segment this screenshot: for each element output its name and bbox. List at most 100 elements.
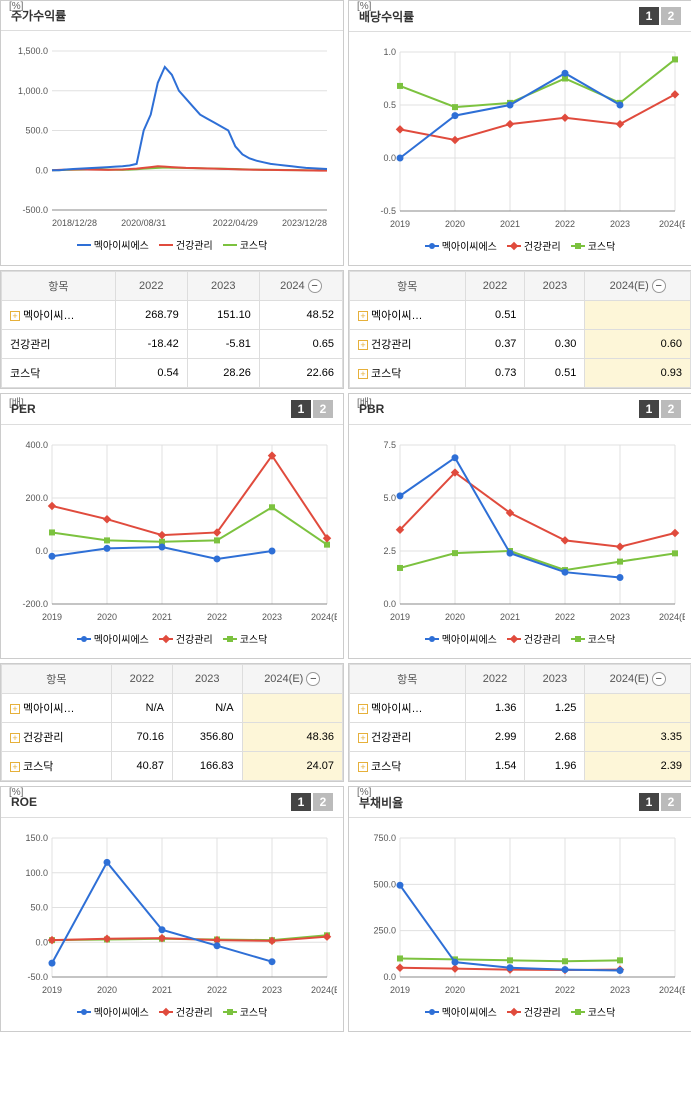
svg-text:2024(E): 2024(E) (311, 612, 337, 622)
cell: 0.51 (465, 301, 525, 330)
expand-icon[interactable]: + (358, 311, 368, 321)
expand-icon[interactable]: + (10, 733, 20, 743)
svg-text:2018/12/28: 2018/12/28 (52, 218, 97, 228)
expand-icon[interactable]: + (10, 311, 20, 321)
table-row: 코스닥0.5428.2622.66 (2, 359, 343, 388)
collapse-icon[interactable]: − (652, 279, 666, 293)
data-table: 항목202220232024−+멕아이씨…268.79151.1048.52건강… (1, 271, 343, 388)
tab-2[interactable]: 2 (661, 400, 681, 418)
svg-text:2022: 2022 (207, 985, 227, 995)
col-header: 항목 (2, 272, 116, 301)
table-row: +멕아이씨…0.51 (350, 301, 691, 330)
legend-item: 멕아이씨에스 (425, 631, 497, 646)
tab-2[interactable]: 2 (661, 7, 681, 25)
expand-icon[interactable]: + (358, 340, 368, 350)
legend-item: 건강관리 (507, 238, 561, 253)
legend-label: 코스닥 (240, 1004, 268, 1019)
legend-label: 코스닥 (588, 631, 616, 646)
svg-text:2019: 2019 (42, 612, 62, 622)
svg-text:0.0: 0.0 (35, 165, 48, 175)
legend-label: 건강관리 (176, 237, 213, 252)
legend-label: 멕아이씨에스 (442, 1004, 497, 1019)
cell: 1.36 (465, 694, 525, 723)
expand-icon[interactable]: + (10, 762, 20, 772)
svg-text:2021: 2021 (152, 985, 172, 995)
tab-1[interactable]: 1 (639, 7, 659, 25)
legend-mark (77, 638, 91, 640)
table-price-return: 항목202220232024−+멕아이씨…268.79151.1048.52건강… (0, 270, 344, 389)
cell: 0.73 (465, 359, 525, 388)
svg-text:150.0: 150.0 (25, 833, 48, 843)
svg-text:2023: 2023 (610, 219, 630, 229)
tab-1[interactable]: 1 (291, 793, 311, 811)
expand-icon[interactable]: + (358, 762, 368, 772)
collapse-icon[interactable]: − (308, 279, 322, 293)
svg-text:-500.0: -500.0 (22, 205, 48, 215)
tab-2[interactable]: 2 (661, 793, 681, 811)
legend: 멕아이씨에스건강관리코스닥 (7, 629, 337, 652)
legend-label: 코스닥 (240, 237, 268, 252)
svg-text:2023/12/28: 2023/12/28 (282, 218, 327, 228)
y-unit: [%] (357, 787, 371, 798)
panel-pbr: PBR 12 [배] 0.02.55.07.520192020202120222… (348, 393, 691, 659)
cell: 2.99 (465, 723, 525, 752)
legend-mark (425, 245, 439, 247)
svg-text:2024(E): 2024(E) (659, 219, 685, 229)
svg-text:2023: 2023 (262, 612, 282, 622)
data-table: 항목202220232024(E)−+멕아이씨…0.51+건강관리0.370.3… (349, 271, 691, 388)
svg-text:-50.0: -50.0 (27, 972, 48, 982)
legend-item: 코스닥 (571, 631, 616, 646)
expand-icon[interactable]: + (358, 369, 368, 379)
cell: 2.39 (585, 752, 691, 781)
col-header: 2022 (111, 665, 172, 694)
legend-label: 건강관리 (524, 238, 561, 253)
tab-2[interactable]: 2 (313, 793, 333, 811)
row-label: +코스닥 (350, 359, 466, 388)
legend-mark (571, 638, 585, 640)
collapse-icon[interactable]: − (306, 672, 320, 686)
svg-text:0.5: 0.5 (383, 100, 396, 110)
line-chart-per: -200.00.0200.0400.0201920202021202220232… (7, 431, 337, 626)
table-row: +건강관리70.16356.8048.36 (2, 723, 343, 752)
svg-text:-200.0: -200.0 (22, 599, 48, 609)
svg-text:2019: 2019 (390, 219, 410, 229)
svg-text:2.5: 2.5 (383, 546, 396, 556)
col-header: 2023 (525, 272, 585, 301)
tab-2[interactable]: 2 (313, 400, 333, 418)
tab-1[interactable]: 1 (639, 793, 659, 811)
col-header: 2022 (115, 272, 187, 301)
legend-label: 코스닥 (240, 631, 268, 646)
legend-label: 멕아이씨에스 (94, 631, 149, 646)
cell: 48.36 (242, 723, 342, 752)
panel-debt-ratio: 부채비율 12 [%] 0.0250.0500.0750.02019202020… (348, 786, 691, 1032)
legend: 멕아이씨에스건강관리코스닥 (355, 236, 685, 259)
svg-text:750.0: 750.0 (373, 833, 396, 843)
table-per: 항목202220232024(E)−+멕아이씨…N/AN/A+건강관리70.16… (0, 663, 344, 782)
svg-text:1,000.0: 1,000.0 (18, 86, 48, 96)
cell: 0.54 (115, 359, 187, 388)
expand-icon[interactable]: + (10, 704, 20, 714)
cell: 1.96 (525, 752, 585, 781)
expand-icon[interactable]: + (358, 704, 368, 714)
table-row: +건강관리0.370.300.60 (350, 330, 691, 359)
y-unit: [배] (357, 394, 372, 409)
svg-text:2021: 2021 (500, 612, 520, 622)
table-row: +코스닥40.87166.8324.07 (2, 752, 343, 781)
tab-1[interactable]: 1 (291, 400, 311, 418)
expand-icon[interactable]: + (358, 733, 368, 743)
tab-1[interactable]: 1 (639, 400, 659, 418)
legend: 멕아이씨에스건강관리코스닥 (7, 1002, 337, 1025)
svg-text:500.0: 500.0 (25, 126, 48, 136)
svg-text:2022: 2022 (207, 612, 227, 622)
table-row: +건강관리2.992.683.35 (350, 723, 691, 752)
cell: 268.79 (115, 301, 187, 330)
collapse-icon[interactable]: − (652, 672, 666, 686)
svg-text:50.0: 50.0 (30, 903, 48, 913)
svg-text:2024(E): 2024(E) (659, 612, 685, 622)
table-pbr: 항목202220232024(E)−+멕아이씨…1.361.25+건강관리2.9… (348, 663, 691, 782)
svg-text:2019: 2019 (390, 985, 410, 995)
legend-mark (159, 1011, 173, 1013)
cell: 22.66 (259, 359, 342, 388)
svg-text:500.0: 500.0 (373, 879, 396, 889)
line-chart-dividend: -0.50.00.51.0201920202021202220232024(E) (355, 38, 685, 233)
